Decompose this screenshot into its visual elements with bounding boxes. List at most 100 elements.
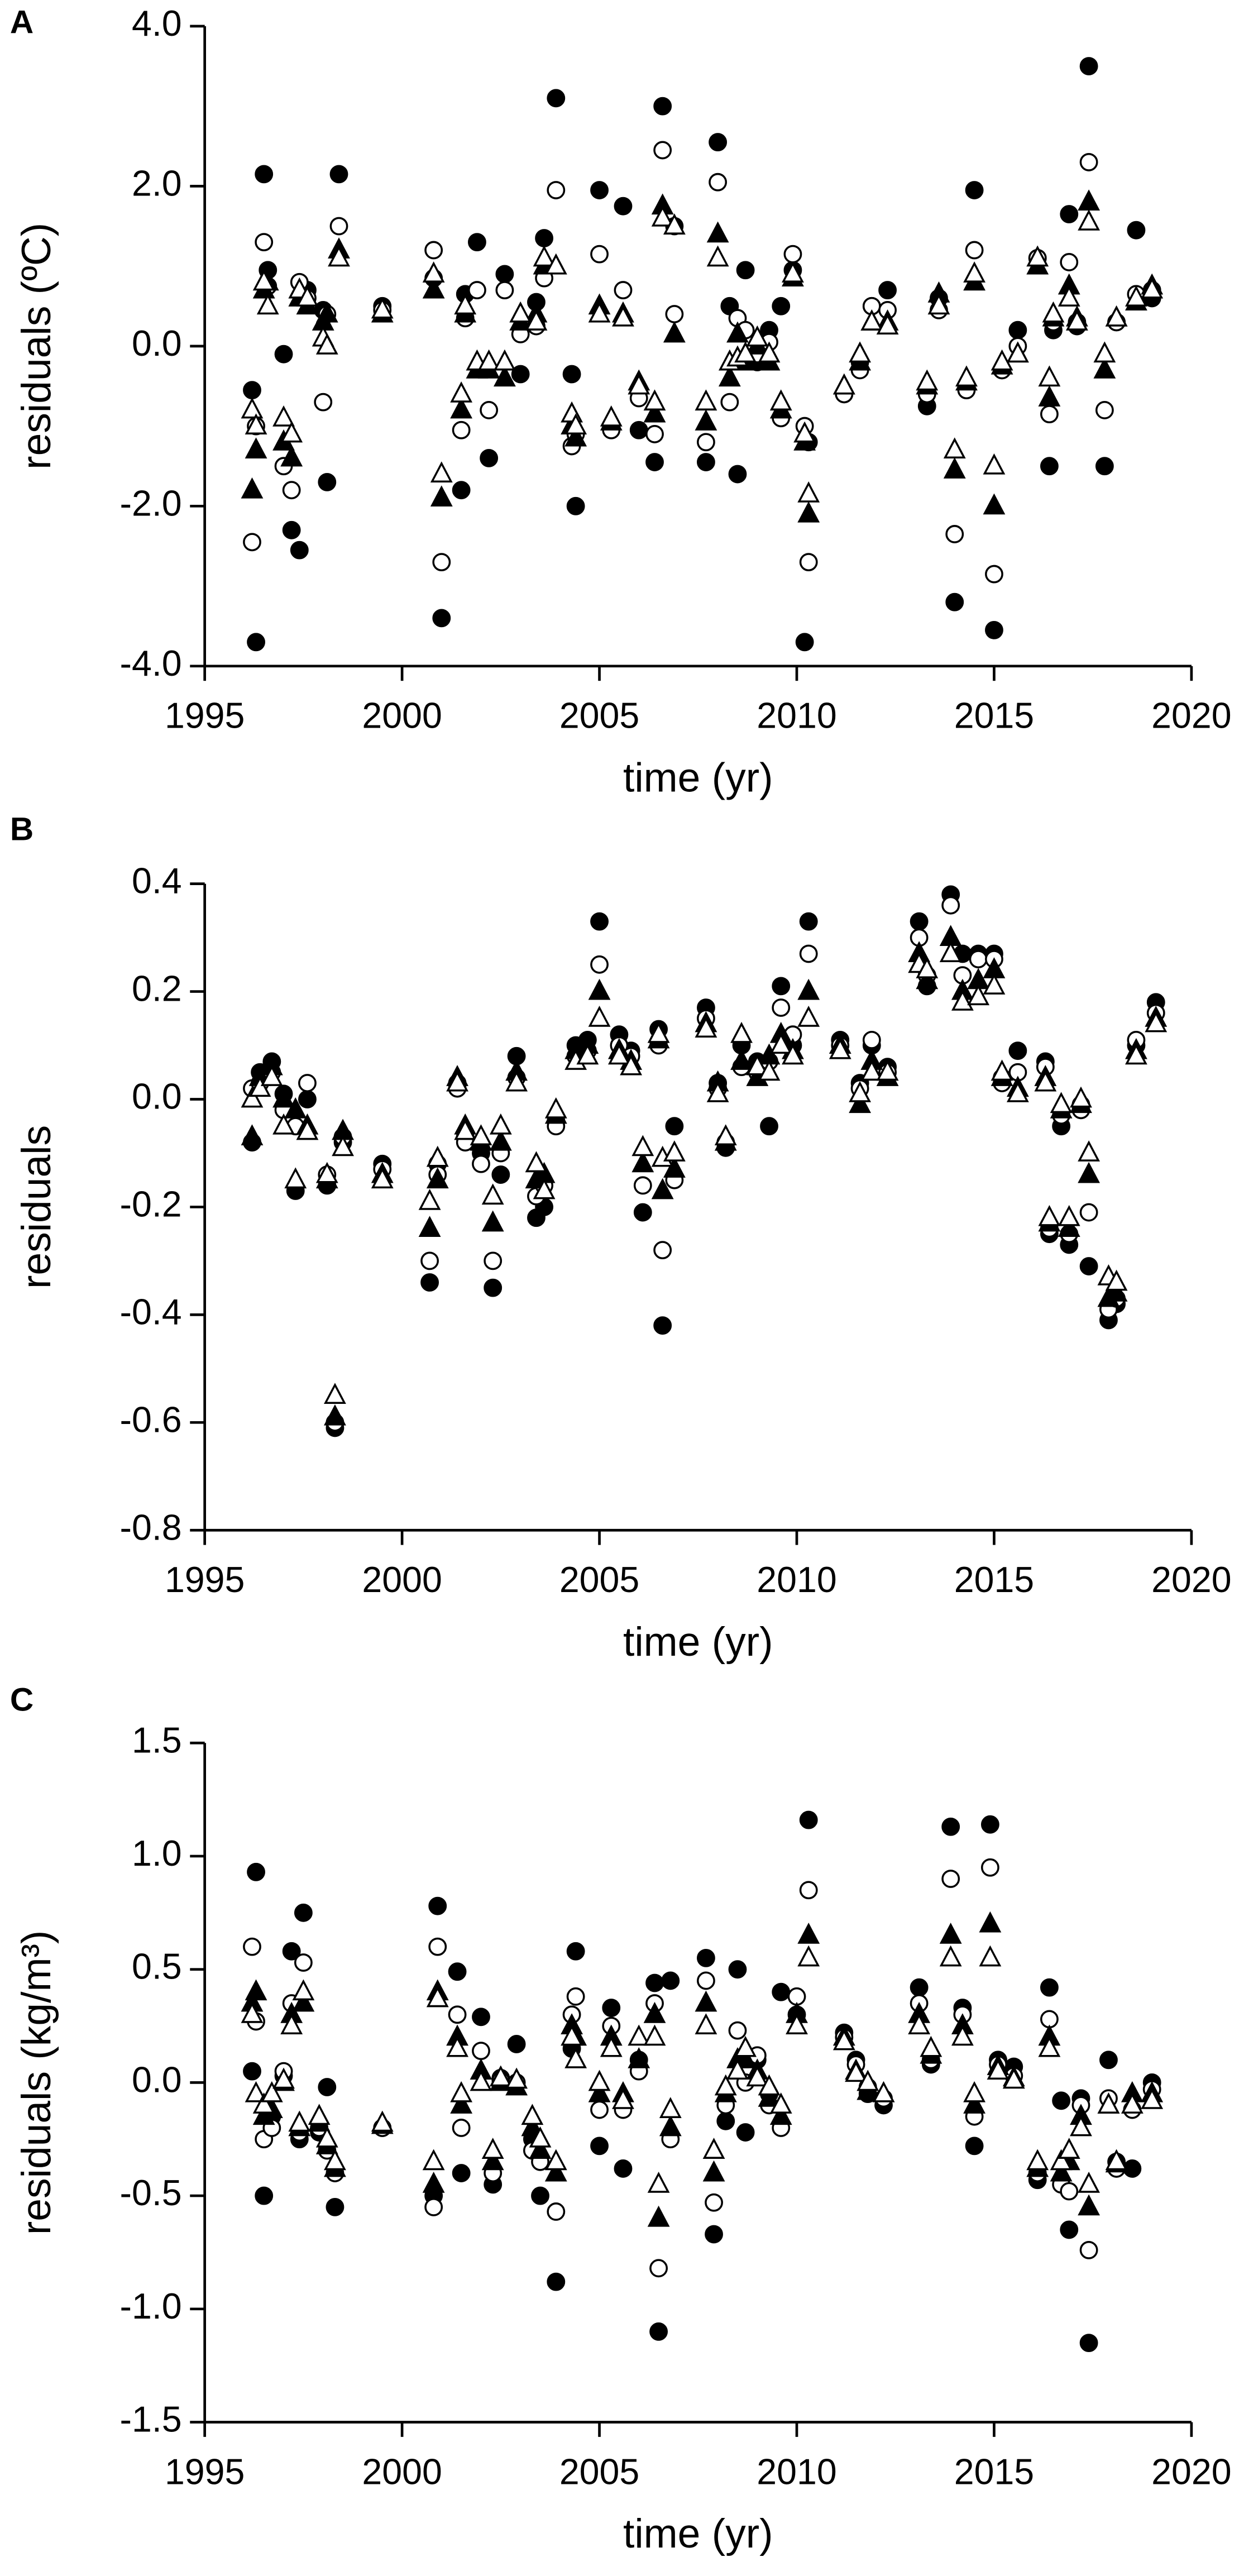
- data-point: [980, 1815, 999, 1834]
- data-point: [521, 2104, 544, 2125]
- data-point: [292, 1979, 315, 2001]
- data-point: [470, 2070, 492, 2091]
- x-tick-label: 2020: [1151, 2451, 1231, 2492]
- data-point: [1070, 2115, 1092, 2137]
- data-point: [945, 592, 964, 611]
- data-point: [663, 321, 686, 343]
- data-point: [730, 1021, 753, 1043]
- data-point: [489, 2065, 512, 2087]
- data-point: [1065, 309, 1088, 331]
- data-point: [318, 2078, 337, 2096]
- data-point: [484, 1251, 503, 1270]
- data-point: [418, 1188, 441, 1210]
- data-point: [564, 413, 587, 435]
- data-point: [1060, 2220, 1079, 2239]
- data-point: [876, 1059, 899, 1081]
- data-point: [614, 281, 633, 299]
- data-point: [728, 2021, 747, 2040]
- data-point: [484, 1278, 503, 1297]
- data-point: [908, 2013, 931, 2034]
- data-point: [472, 2042, 490, 2061]
- data-point: [612, 2087, 634, 2109]
- data-point: [452, 481, 471, 500]
- data-point: [1105, 305, 1128, 327]
- data-point: [294, 1903, 313, 1922]
- data-point: [1058, 1216, 1080, 1237]
- x-tick-label: 2000: [362, 2451, 442, 2492]
- data-point: [245, 2081, 267, 2102]
- data-point: [561, 2024, 583, 2046]
- x-tick-label: 2005: [559, 2451, 639, 2492]
- data-point: [943, 437, 966, 459]
- data-point: [1026, 245, 1049, 267]
- data-point: [590, 2100, 609, 2119]
- data-point: [939, 941, 962, 962]
- data-point: [245, 413, 267, 435]
- data-point: [782, 1043, 804, 1065]
- x-tick-label: 2015: [954, 696, 1034, 736]
- data-point: [1034, 1070, 1057, 1092]
- data-point: [628, 2024, 650, 2046]
- data-point: [446, 1070, 468, 1092]
- y-tick-label: 1.0: [132, 1833, 182, 1874]
- data-point: [772, 977, 791, 996]
- y-tick-label: 0.0: [132, 1077, 182, 1117]
- data-point: [1095, 457, 1114, 476]
- data-point: [243, 2062, 261, 2081]
- data-point: [452, 2119, 471, 2137]
- data-point: [645, 453, 664, 471]
- data-point: [1105, 1280, 1128, 1302]
- data-point: [600, 405, 623, 427]
- data-point: [983, 493, 1006, 515]
- data-point: [736, 261, 755, 280]
- data-point: [849, 1081, 872, 1102]
- data-point: [702, 2160, 725, 2182]
- data-point: [647, 1021, 670, 1043]
- data-point: [547, 2202, 566, 2221]
- data-point: [1078, 1140, 1101, 1162]
- data-point: [256, 293, 279, 315]
- data-point: [876, 313, 899, 334]
- x-tick-label: 2005: [559, 696, 639, 736]
- data-point: [450, 397, 473, 419]
- data-point: [1050, 1092, 1073, 1113]
- data-point: [255, 165, 274, 184]
- data-point: [371, 297, 394, 319]
- data-point: [1105, 2149, 1128, 2171]
- data-point: [1058, 285, 1080, 307]
- data-point: [697, 1971, 715, 1990]
- data-point: [544, 2149, 567, 2171]
- data-point: [588, 301, 611, 323]
- data-point: [255, 2186, 274, 2205]
- data-point: [772, 998, 791, 1017]
- data-point: [799, 912, 818, 931]
- data-point: [495, 281, 514, 299]
- data-point: [284, 1097, 307, 1119]
- data-point: [590, 912, 609, 931]
- x-tick-label: 2020: [1151, 1560, 1231, 1600]
- data-point: [493, 349, 516, 371]
- data-point: [857, 2070, 879, 2091]
- data-point: [758, 341, 781, 363]
- data-point: [941, 896, 960, 915]
- data-point: [714, 2074, 737, 2096]
- data-point: [920, 2035, 942, 2057]
- data-point: [649, 2259, 668, 2278]
- data-point: [1097, 2092, 1120, 2114]
- data-point: [422, 261, 445, 283]
- data-point: [643, 389, 666, 411]
- data-point: [1038, 365, 1061, 387]
- data-point: [963, 2092, 986, 2114]
- data-point: [769, 2104, 792, 2125]
- data-point: [298, 1074, 317, 1092]
- data-point: [472, 2008, 490, 2027]
- data-point: [296, 1119, 319, 1140]
- data-point: [799, 1810, 818, 1829]
- y-tick-label: -1.5: [120, 2400, 182, 2440]
- data-point: [1079, 2334, 1098, 2353]
- data-point: [446, 2035, 468, 2057]
- data-point: [430, 485, 453, 506]
- data-point: [529, 2138, 552, 2159]
- data-point: [424, 2197, 443, 2216]
- data-point: [531, 2186, 549, 2205]
